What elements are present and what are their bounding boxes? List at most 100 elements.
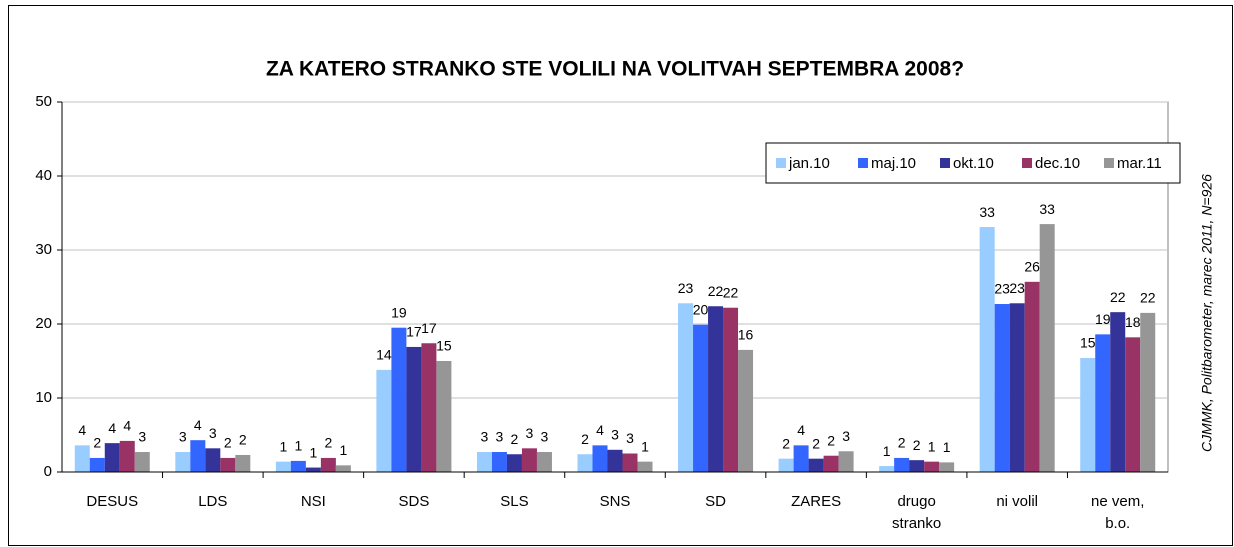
- x-tick-label: DESUS: [86, 493, 138, 510]
- bar: [506, 454, 522, 472]
- data-label: 4: [78, 422, 86, 438]
- legend-swatch: [940, 158, 950, 168]
- data-label: 3: [209, 425, 217, 441]
- x-tick-label: NSI: [301, 493, 326, 510]
- y-tick-label: 20: [35, 315, 52, 332]
- data-label: 2: [239, 432, 247, 448]
- bar: [909, 460, 925, 472]
- data-label: 1: [928, 438, 936, 454]
- bar: [521, 448, 537, 472]
- bar: [738, 349, 754, 472]
- data-label: 20: [693, 301, 709, 317]
- bar: [320, 457, 336, 472]
- bar: [421, 343, 437, 472]
- data-label: 3: [179, 429, 187, 445]
- x-tick-label: ni volil: [996, 493, 1038, 510]
- data-label: 2: [812, 435, 820, 451]
- legend-label: mar.11: [1117, 155, 1162, 172]
- legend-label: jan.10: [788, 155, 830, 172]
- data-label: 33: [979, 204, 995, 220]
- data-label: 2: [224, 435, 232, 451]
- x-tick-label: LDS: [198, 493, 227, 510]
- bar: [577, 454, 593, 472]
- data-label: 3: [611, 427, 619, 443]
- legend-label: maj.10: [871, 155, 916, 172]
- data-label: 3: [626, 430, 634, 446]
- bar: [1125, 337, 1141, 472]
- bar: [1009, 303, 1025, 472]
- bar: [793, 445, 809, 472]
- y-tick-label: 0: [44, 463, 52, 480]
- data-label: 3: [481, 429, 489, 445]
- data-label: 2: [581, 431, 589, 447]
- data-label: 2: [827, 432, 835, 448]
- data-label: 2: [93, 435, 101, 451]
- bar: [134, 452, 150, 472]
- y-tick-label: 50: [35, 93, 52, 110]
- data-label: 15: [1080, 335, 1096, 351]
- data-label: 1: [641, 438, 649, 454]
- bar: [1110, 312, 1126, 472]
- bar: [376, 369, 392, 472]
- legend-swatch: [858, 158, 868, 168]
- data-label: 1: [339, 442, 347, 458]
- legend-label: dec.10: [1035, 155, 1080, 172]
- y-tick-label: 10: [35, 389, 52, 406]
- bar: [476, 452, 492, 472]
- bar: [894, 457, 910, 472]
- x-tick-label: drugo stranko: [892, 493, 941, 532]
- data-label: 17: [406, 324, 422, 340]
- data-label: 19: [391, 304, 407, 320]
- data-label: 2: [511, 431, 519, 447]
- x-tick-label: SDS: [398, 493, 429, 510]
- data-label: 4: [123, 418, 131, 434]
- bar: [1039, 224, 1055, 472]
- data-label: 2: [324, 435, 332, 451]
- x-tick-label: ne vem, b.o.: [1091, 493, 1144, 532]
- data-label: 19: [1095, 311, 1111, 327]
- legend-swatch: [776, 158, 786, 168]
- x-tick-label: SD: [705, 493, 726, 510]
- bar: [607, 449, 623, 472]
- bar: [220, 457, 236, 472]
- data-label: 3: [138, 429, 146, 445]
- bar: [536, 452, 552, 472]
- legend-swatch: [1104, 158, 1114, 168]
- bar: [290, 460, 306, 472]
- bar: [305, 467, 321, 472]
- data-label: 22: [1110, 289, 1126, 305]
- y-tick-label: 40: [35, 167, 52, 184]
- data-label: 22: [723, 284, 739, 300]
- data-label: 23: [994, 281, 1010, 297]
- data-label: 3: [842, 428, 850, 444]
- data-label: 2: [913, 437, 921, 453]
- legend-swatch: [1022, 158, 1032, 168]
- bar: [693, 324, 709, 472]
- data-label: 4: [596, 422, 604, 438]
- bar: [592, 445, 608, 472]
- bar: [708, 306, 724, 472]
- data-label: 1: [883, 443, 891, 459]
- bar: [74, 445, 90, 472]
- data-label: 1: [279, 438, 287, 454]
- bar: [391, 327, 407, 472]
- chart-title: ZA KATERO STRANKO STE VOLILI NA VOLITVAH…: [266, 58, 964, 81]
- data-label: 2: [898, 435, 906, 451]
- bar: [104, 443, 120, 472]
- data-label: 23: [678, 280, 694, 296]
- x-tick-label: ZARES: [791, 493, 841, 510]
- bar: [723, 307, 739, 472]
- bar: [406, 346, 422, 472]
- annotation: CJMMK, Politbarometer, marec 2011, N=926: [1199, 174, 1215, 452]
- data-label: 4: [108, 420, 116, 436]
- data-label: 22: [1140, 290, 1156, 306]
- bar: [275, 461, 291, 472]
- x-tick-label: SLS: [500, 493, 528, 510]
- bar: [778, 458, 794, 472]
- bar: [89, 457, 105, 472]
- data-label: 17: [421, 320, 437, 336]
- data-label: 4: [797, 422, 805, 438]
- bar: [939, 462, 955, 472]
- data-label: 16: [738, 327, 754, 343]
- bar: [1140, 312, 1156, 472]
